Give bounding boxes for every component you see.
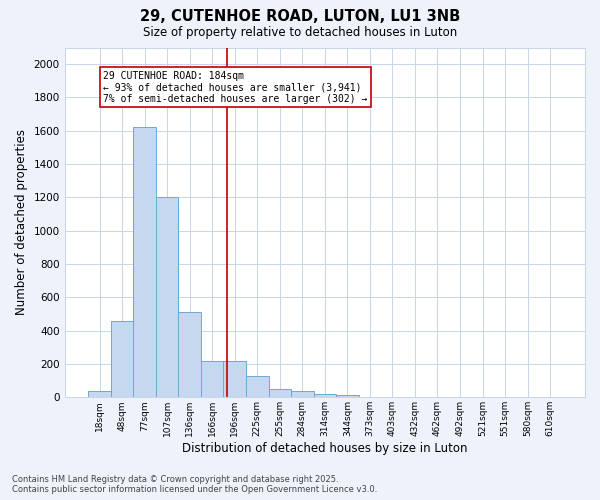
Bar xyxy=(111,320,133,398)
Text: Size of property relative to detached houses in Luton: Size of property relative to detached ho… xyxy=(143,26,457,39)
Bar xyxy=(178,312,201,398)
Text: 29, CUTENHOE ROAD, LUTON, LU1 3NB: 29, CUTENHOE ROAD, LUTON, LU1 3NB xyxy=(140,9,460,24)
X-axis label: Distribution of detached houses by size in Luton: Distribution of detached houses by size … xyxy=(182,442,467,455)
Bar xyxy=(156,196,178,398)
Bar xyxy=(314,394,336,398)
Bar xyxy=(133,128,156,398)
Text: 29 CUTENHOE ROAD: 184sqm
← 93% of detached houses are smaller (3,941)
7% of semi: 29 CUTENHOE ROAD: 184sqm ← 93% of detach… xyxy=(103,71,367,104)
Bar xyxy=(291,392,314,398)
Bar xyxy=(336,396,359,398)
Bar xyxy=(223,362,246,398)
Bar xyxy=(246,376,269,398)
Bar xyxy=(201,362,223,398)
Text: Contains HM Land Registry data © Crown copyright and database right 2025.
Contai: Contains HM Land Registry data © Crown c… xyxy=(12,474,377,494)
Y-axis label: Number of detached properties: Number of detached properties xyxy=(15,130,28,316)
Bar xyxy=(269,390,291,398)
Bar xyxy=(88,392,111,398)
